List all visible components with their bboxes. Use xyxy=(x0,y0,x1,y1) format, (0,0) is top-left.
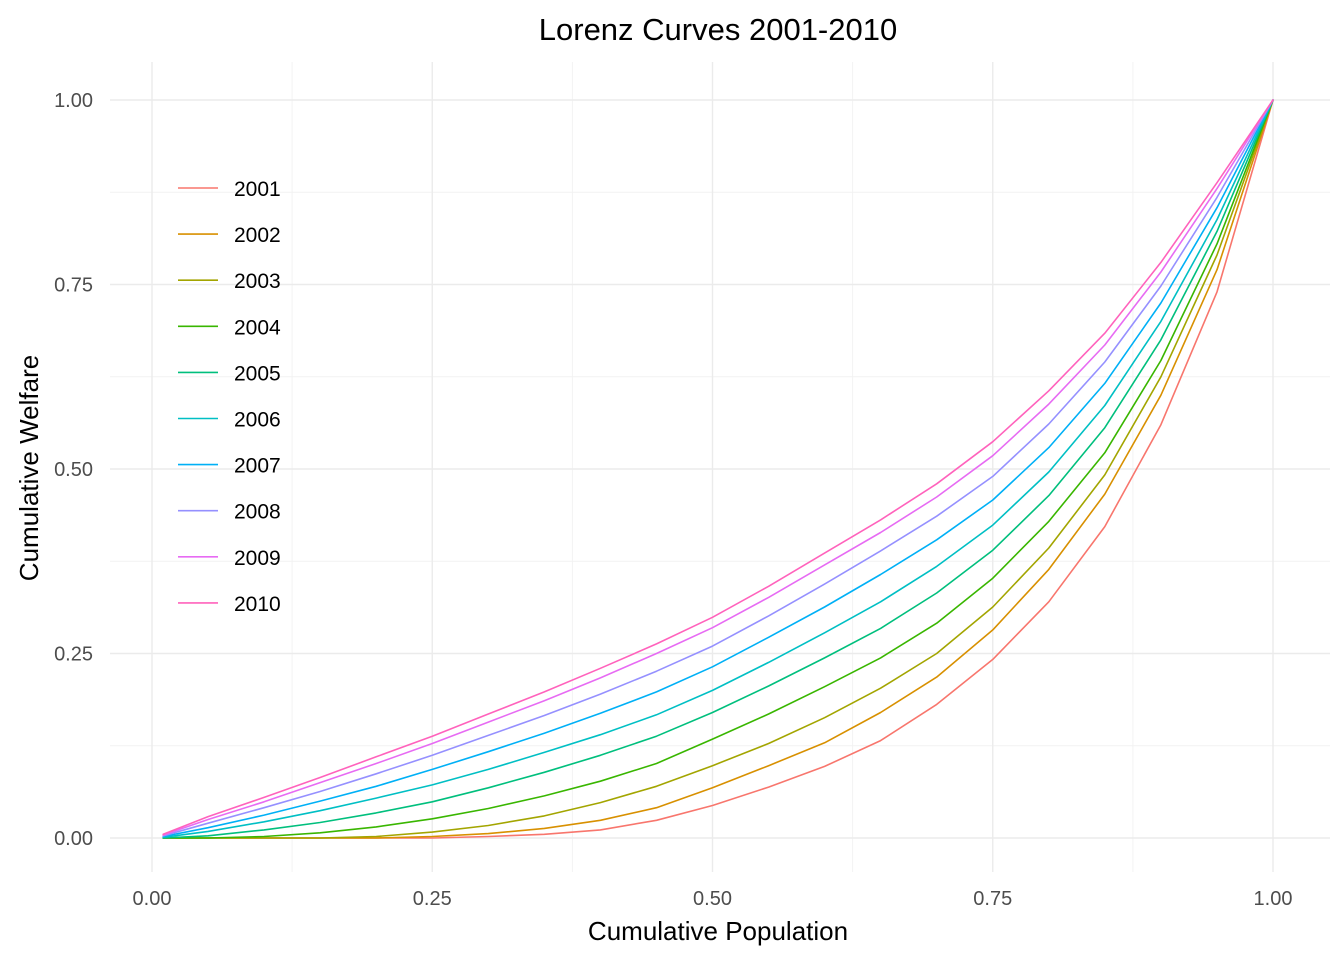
y-tick-label: 1.00 xyxy=(54,90,93,112)
y-tick-label: 0.50 xyxy=(54,459,93,481)
legend-item-2009: 2009 xyxy=(178,547,281,570)
legend-item-2003: 2003 xyxy=(178,270,281,293)
chart-title: Lorenz Curves 2001-2010 xyxy=(539,12,897,47)
series-line-2004 xyxy=(162,99,1274,839)
legend-item-2006: 2006 xyxy=(178,409,281,432)
y-tick-label: 0.75 xyxy=(54,275,93,297)
y-axis-title: Cumulative Welfare xyxy=(14,355,44,581)
legend-item-2008: 2008 xyxy=(178,501,281,524)
x-axis-title: Cumulative Population xyxy=(588,916,848,946)
legend-label: 2006 xyxy=(234,409,281,432)
legend-label: 2005 xyxy=(234,362,281,385)
legend-item-2010: 2010 xyxy=(178,593,281,616)
series-line-2009 xyxy=(162,99,1274,836)
series-lines xyxy=(162,99,1274,839)
legend-label: 2008 xyxy=(234,501,281,524)
y-tick-label: 0.25 xyxy=(54,644,93,666)
y-axis-ticks: 0.00 0.25 0.50 0.75 1.00 xyxy=(54,90,93,850)
x-tick-label: 1.00 xyxy=(1254,888,1293,910)
legend-label: 2003 xyxy=(234,270,281,293)
series-line-2003 xyxy=(162,99,1274,839)
legend-item-2004: 2004 xyxy=(178,316,281,339)
x-tick-label: 0.50 xyxy=(693,888,732,910)
legend-item-2005: 2005 xyxy=(178,362,281,385)
grid xyxy=(110,62,1330,872)
legend-item-2001: 2001 xyxy=(178,178,281,201)
legend-label: 2007 xyxy=(234,455,281,478)
series-line-2007 xyxy=(162,99,1274,838)
legend-label: 2009 xyxy=(234,547,281,570)
series-line-2005 xyxy=(162,99,1274,839)
legend-label: 2001 xyxy=(234,178,281,201)
x-axis-ticks: 0.00 0.25 0.50 0.75 1.00 xyxy=(133,888,1293,910)
legend-label: 2004 xyxy=(234,316,281,339)
series-line-2008 xyxy=(162,99,1274,837)
x-tick-label: 0.25 xyxy=(413,888,452,910)
series-line-2010 xyxy=(162,99,1274,836)
legend: 2001 2002 2003 2004 2005 2006 2007 2008 2009 2010 xyxy=(178,178,281,616)
legend-item-2007: 2007 xyxy=(178,455,281,478)
legend-item-2002: 2002 xyxy=(178,224,281,247)
legend-label: 2002 xyxy=(234,224,281,247)
x-tick-label: 0.00 xyxy=(133,888,172,910)
legend-label: 2010 xyxy=(234,593,281,616)
y-tick-label: 0.00 xyxy=(54,828,93,850)
x-tick-label: 0.75 xyxy=(973,888,1012,910)
series-line-2006 xyxy=(162,99,1274,839)
